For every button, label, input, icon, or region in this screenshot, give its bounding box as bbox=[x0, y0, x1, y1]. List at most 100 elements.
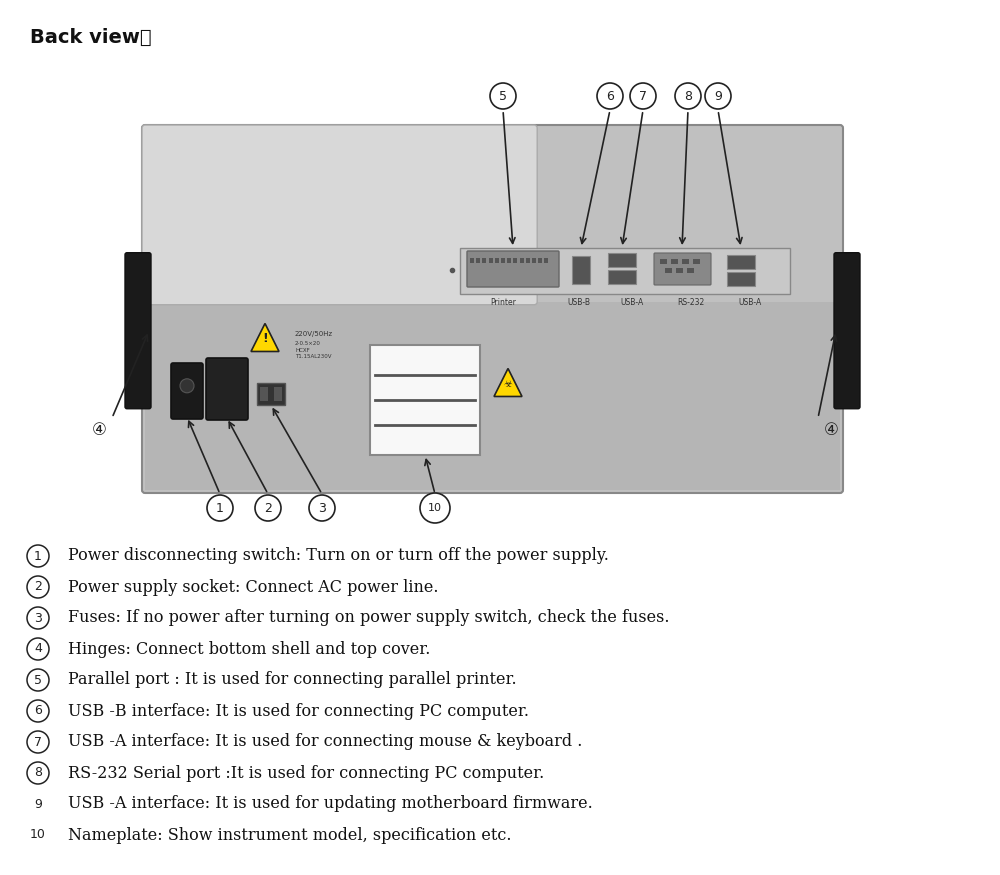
Text: USB-A: USB-A bbox=[739, 298, 762, 307]
Circle shape bbox=[309, 495, 335, 521]
Bar bbox=[608, 270, 636, 284]
Text: 1: 1 bbox=[34, 550, 42, 563]
Text: 2: 2 bbox=[264, 501, 272, 514]
Text: ☣: ☣ bbox=[504, 379, 512, 388]
Bar bbox=[693, 259, 700, 264]
Bar bbox=[676, 268, 683, 273]
Circle shape bbox=[27, 576, 49, 598]
Bar bbox=[470, 258, 474, 263]
Bar bbox=[482, 258, 486, 263]
Bar bbox=[572, 256, 590, 284]
Text: Fuses: If no power after turning on power supply switch, check the fuses.: Fuses: If no power after turning on powe… bbox=[68, 610, 670, 626]
Text: 4: 4 bbox=[34, 642, 42, 655]
Bar bbox=[274, 387, 282, 401]
Text: 7: 7 bbox=[639, 89, 647, 102]
Circle shape bbox=[630, 83, 656, 109]
Bar bbox=[260, 387, 268, 401]
Bar bbox=[538, 258, 542, 263]
Bar bbox=[727, 255, 755, 269]
Text: Nameplate: Show instrument model, specification etc.: Nameplate: Show instrument model, specif… bbox=[68, 827, 512, 844]
Text: 8: 8 bbox=[684, 89, 692, 102]
Bar bbox=[682, 259, 689, 264]
Text: USB-A: USB-A bbox=[620, 298, 643, 307]
FancyBboxPatch shape bbox=[654, 253, 711, 285]
Bar bbox=[608, 253, 636, 267]
Bar bbox=[507, 258, 511, 263]
FancyBboxPatch shape bbox=[142, 125, 843, 493]
Circle shape bbox=[597, 83, 623, 109]
Text: 2-0.5×20
HCXF
T1.15AL230V: 2-0.5×20 HCXF T1.15AL230V bbox=[295, 341, 332, 359]
Circle shape bbox=[705, 83, 731, 109]
Text: 1: 1 bbox=[216, 501, 224, 514]
Bar bbox=[687, 268, 694, 273]
FancyBboxPatch shape bbox=[142, 125, 537, 304]
Text: Power supply socket: Connect AC power line.: Power supply socket: Connect AC power li… bbox=[68, 578, 438, 596]
Polygon shape bbox=[251, 324, 279, 352]
Circle shape bbox=[675, 83, 701, 109]
Circle shape bbox=[27, 762, 49, 784]
Bar bbox=[476, 258, 480, 263]
Text: 9: 9 bbox=[714, 89, 722, 102]
Text: 10: 10 bbox=[428, 503, 442, 513]
Bar bbox=[513, 258, 517, 263]
Text: Power disconnecting switch: Turn on or turn off the power supply.: Power disconnecting switch: Turn on or t… bbox=[68, 548, 609, 564]
Bar bbox=[665, 268, 672, 273]
Bar bbox=[501, 258, 505, 263]
Circle shape bbox=[27, 607, 49, 629]
Text: 3: 3 bbox=[34, 612, 42, 625]
Text: 3: 3 bbox=[318, 501, 326, 514]
Bar bbox=[727, 272, 755, 286]
Bar bbox=[544, 258, 548, 263]
Text: RS-232 Serial port :It is used for connecting PC computer.: RS-232 Serial port :It is used for conne… bbox=[68, 765, 544, 781]
Bar bbox=[257, 383, 285, 405]
Text: Parallel port : It is used for connecting parallel printer.: Parallel port : It is used for connectin… bbox=[68, 671, 517, 689]
Text: USB-B: USB-B bbox=[567, 298, 590, 307]
Text: ④: ④ bbox=[824, 421, 838, 439]
Bar bbox=[520, 258, 524, 263]
Text: 10: 10 bbox=[30, 829, 46, 842]
Bar bbox=[495, 258, 499, 263]
Text: 2: 2 bbox=[34, 580, 42, 593]
Text: Back view：: Back view： bbox=[30, 28, 152, 47]
Circle shape bbox=[490, 83, 516, 109]
Text: RS-232: RS-232 bbox=[677, 298, 705, 307]
Text: USB -A interface: It is used for updating motherboard firmware.: USB -A interface: It is used for updatin… bbox=[68, 795, 593, 813]
FancyBboxPatch shape bbox=[171, 363, 203, 419]
Circle shape bbox=[180, 379, 194, 393]
Circle shape bbox=[27, 638, 49, 660]
Circle shape bbox=[420, 493, 450, 523]
Circle shape bbox=[207, 495, 233, 521]
Text: USB -A interface: It is used for connecting mouse & keyboard .: USB -A interface: It is used for connect… bbox=[68, 733, 582, 751]
Text: 9: 9 bbox=[34, 797, 42, 810]
Bar bbox=[660, 259, 667, 264]
FancyBboxPatch shape bbox=[834, 253, 860, 409]
Bar bbox=[526, 258, 530, 263]
Circle shape bbox=[27, 731, 49, 753]
Polygon shape bbox=[494, 368, 522, 396]
Text: 8: 8 bbox=[34, 766, 42, 780]
Bar bbox=[671, 259, 678, 264]
Text: Hinges: Connect bottom shell and top cover.: Hinges: Connect bottom shell and top cov… bbox=[68, 640, 430, 657]
Text: 5: 5 bbox=[34, 674, 42, 687]
Circle shape bbox=[27, 669, 49, 691]
Text: !: ! bbox=[262, 332, 268, 346]
Text: 220V/50Hz: 220V/50Hz bbox=[295, 332, 333, 338]
FancyBboxPatch shape bbox=[206, 358, 248, 420]
Text: 6: 6 bbox=[606, 89, 614, 102]
FancyBboxPatch shape bbox=[467, 251, 559, 287]
Circle shape bbox=[255, 495, 281, 521]
Circle shape bbox=[27, 545, 49, 567]
Text: Printer: Printer bbox=[490, 298, 516, 307]
Bar bbox=[532, 258, 536, 263]
Bar bbox=[145, 302, 840, 490]
FancyBboxPatch shape bbox=[125, 253, 151, 409]
Text: 7: 7 bbox=[34, 736, 42, 748]
Text: 5: 5 bbox=[499, 89, 507, 102]
Bar bbox=[460, 248, 790, 294]
Text: 6: 6 bbox=[34, 704, 42, 717]
Bar bbox=[489, 258, 493, 263]
Circle shape bbox=[27, 700, 49, 722]
Text: USB -B interface: It is used for connecting PC computer.: USB -B interface: It is used for connect… bbox=[68, 703, 529, 719]
Text: ④: ④ bbox=[92, 421, 106, 439]
Bar bbox=[370, 345, 480, 455]
